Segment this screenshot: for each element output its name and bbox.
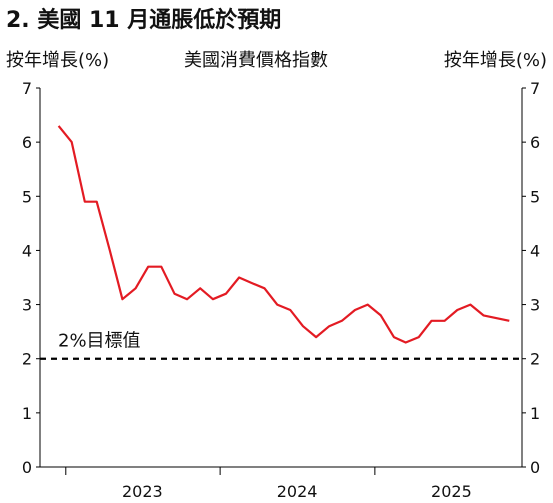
y-tick-label-right: 7 (530, 79, 540, 98)
y-tick-label-left: 2 (22, 350, 32, 369)
y-tick-label-right: 4 (530, 241, 540, 260)
y-tick-label-right: 1 (530, 404, 540, 423)
y-tick-label-left: 7 (22, 79, 32, 98)
y-tick-label-right: 6 (530, 133, 540, 152)
y-tick-label-left: 4 (22, 241, 32, 260)
y-tick-label-left: 0 (22, 458, 32, 477)
y-tick-label-right: 3 (530, 296, 540, 315)
y-tick-label-right: 0 (530, 458, 540, 477)
chart-title: 2. 美國 11 月通脹低於預期 (6, 8, 282, 33)
cpi-series-line (57, 125, 510, 344)
y-tick-label-left: 5 (22, 187, 32, 206)
y-tick-label-left: 3 (22, 296, 32, 315)
left-axis-label: 按年增長(%) (6, 50, 110, 71)
target-line-label: 2%目標值 (58, 331, 141, 352)
y-tick-label-left: 1 (22, 404, 32, 423)
x-tick-label: 2024 (277, 482, 318, 501)
y-tick-label-right: 2 (530, 350, 540, 369)
y-tick-label-left: 6 (22, 133, 32, 152)
chart-subtitle: 美國消費價格指數 (184, 50, 328, 71)
y-tick-label-right: 5 (530, 187, 540, 206)
right-axis-label: 按年增長(%) (443, 50, 547, 71)
x-tick-label: 2023 (122, 482, 163, 501)
x-tick-label: 2025 (431, 482, 472, 501)
